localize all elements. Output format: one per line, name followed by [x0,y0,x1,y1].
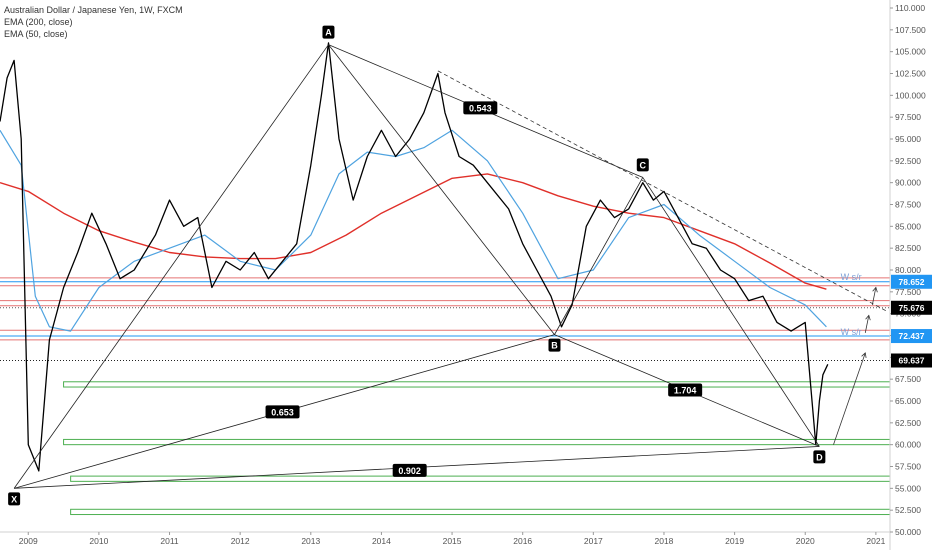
annotation-text: W s/r [841,327,862,337]
projection-arrow [864,315,870,333]
level-tag [891,274,932,289]
y-tick-label: 85.000 [895,221,921,231]
x-tick-label: 2016 [513,536,532,546]
point-badge-B [548,338,561,352]
projection-arrow-head [865,314,871,321]
level-tag [891,353,932,368]
point-label: D [816,452,823,462]
x-tick-label: 2009 [19,536,38,546]
y-tick-label: 102.500 [895,69,926,79]
x-tick-label: 2015 [443,536,462,546]
pattern-leg [642,177,820,447]
y-tick-label: 57.500 [895,462,921,472]
projection-arrow [871,287,877,306]
level-tag [891,329,932,344]
point-badge-D [813,450,826,464]
projection-arrow [833,352,866,445]
x-tick-label: 2011 [160,536,179,546]
x-tick-label: 2020 [796,536,815,546]
ratio-label: 0.543 [469,103,492,113]
point-badge-C [636,158,649,172]
legend-ema50: EMA (50, close) [4,29,68,39]
point-badge-A [322,25,335,39]
y-tick-label: 52.500 [895,505,921,515]
level-tag-label: 69.637 [899,356,925,366]
ema200-line [0,173,827,290]
point-label: B [551,341,558,351]
y-tick-label: 77.500 [895,287,921,297]
y-tick-label: 92.500 [895,156,921,166]
ratio-badge [392,463,427,477]
ratio-badge [668,383,703,397]
x-tick-label: 2012 [231,536,250,546]
ratio-badge [463,101,498,115]
pattern-labels: X A B C D 0.543 1.704 0.653 0.902 [8,25,826,506]
horizontal-levels: W s/r W s/r [0,272,890,362]
y-tick-label: 90.000 [895,178,921,188]
ema50-line [0,129,827,332]
y-tick-label: 100.000 [895,90,926,100]
point-label: A [325,28,332,38]
x-tick-label: 2014 [372,536,391,546]
y-tick-label: 82.500 [895,243,921,253]
pattern-leg [13,44,329,489]
x-tick-label: 2018 [655,536,674,546]
legend: Australian Dollar / Japanese Yen, 1W, FX… [4,4,183,40]
x-tick-label: 2021 [866,536,885,546]
y-tick-label: 97.500 [895,112,921,122]
y-tick-label: 80.000 [895,265,921,275]
y-tick-label: 50.000 [895,527,921,537]
trend-line [437,70,887,312]
y-tick-label: 62.500 [895,418,921,428]
price-line [0,42,829,472]
point-label: C [640,160,647,170]
x-tick-label: 2017 [584,536,603,546]
x-tick-label: 2010 [89,536,108,546]
y-tick-label: 105.000 [895,47,926,57]
y-tick-label: 107.500 [895,25,926,35]
legend-ema200: EMA (200, close) [4,17,73,27]
y-tick-label: 55.000 [895,483,921,493]
point-label: X [11,494,17,504]
pattern-leg [328,44,555,335]
y-tick-label: 87.500 [895,200,921,210]
level-tag-label: 75.676 [899,303,925,313]
legend-title: Australian Dollar / Japanese Yen, 1W, FX… [4,5,183,15]
series-lines [0,42,829,472]
level-tag-label: 72.437 [899,331,925,341]
ratio-badge [265,405,300,419]
projection-arrow-head [872,286,878,293]
x-tick-label: 2013 [301,536,320,546]
y-tick-label: 67.500 [895,374,921,384]
x-tick-label: 2019 [725,536,744,546]
y-tick-label: 110.000 [895,3,925,13]
x-axis: 2009 2010 2011 2012 2013 2014 2015 2016 2017 2018… [0,531,890,546]
level-tag-label: 78.652 [899,277,925,287]
y-axis: 110.000 107.500 105.000 102.500 100.000 97.50… [889,0,932,550]
annotation-text: W s/r [841,272,862,282]
y-tick-label: 60.000 [895,440,921,450]
ratio-label: 0.653 [271,407,294,417]
y-tick-label: 65.000 [895,396,921,406]
ratio-label: 1.704 [674,386,697,396]
y-tick-label: 95.000 [895,134,921,144]
pattern-leg [554,177,644,335]
point-badge-X [8,492,21,506]
ratio-label: 0.902 [398,466,421,476]
level-tag [891,300,932,315]
projection-arrow-head [861,352,867,358]
